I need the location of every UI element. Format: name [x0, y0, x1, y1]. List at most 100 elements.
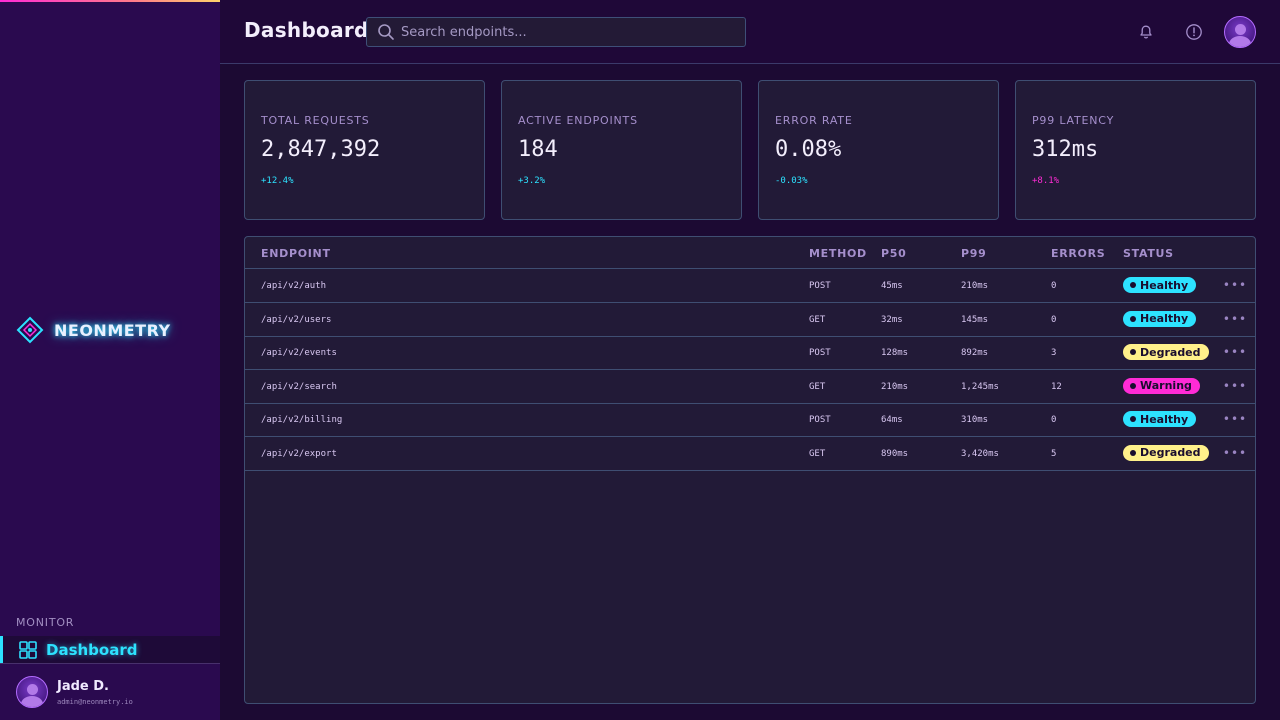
nav-section-label: MONITOR — [16, 616, 75, 629]
cell-p99: 1,245ms — [961, 381, 999, 392]
cell-p50: 128ms — [881, 348, 909, 358]
table-row[interactable]: /api/v2/billing POST 64ms 310ms 0 Healthy ••• — [245, 403, 1255, 437]
status-badge: Warning — [1123, 377, 1200, 394]
cell-method: GET — [809, 381, 826, 392]
kpi-label: P99 LATENCY — [1032, 114, 1115, 127]
cell-endpoint: /api/v2/export — [261, 448, 337, 459]
kpi-delta: +3.2% — [518, 176, 546, 186]
status-badge: Healthy — [1123, 310, 1197, 327]
search-input[interactable] — [401, 24, 745, 40]
kpi-card-total-requests: TOTAL REQUESTS 2,847,392 +12.4% — [244, 80, 485, 220]
status-label: Healthy — [1140, 278, 1189, 292]
kpi-value: 184 — [518, 137, 558, 162]
more-horizontal-icon[interactable]: ••• — [1222, 311, 1248, 326]
kpi-value: 0.08% — [775, 137, 842, 162]
column-header-endpoint[interactable]: ENDPOINT — [261, 247, 331, 260]
bell-icon — [1140, 25, 1152, 39]
status-label: Healthy — [1140, 412, 1189, 426]
cell-method: POST — [809, 415, 831, 425]
user-card[interactable]: Jade D. admin@neonmetry.io — [0, 663, 220, 720]
info-button[interactable] — [1184, 22, 1204, 42]
page-title: Dashboard — [244, 18, 369, 42]
cell-method: POST — [809, 281, 831, 291]
brand-logo[interactable]: NEONMETRY — [16, 316, 171, 344]
profile-avatar-button[interactable] — [1224, 16, 1256, 48]
search-icon — [378, 24, 394, 40]
status-badge: Healthy — [1123, 411, 1197, 427]
cell-method: GET — [809, 448, 826, 459]
sidebar-item-label: Dashboard — [46, 641, 138, 659]
brand-name: NEONMETRY — [54, 320, 171, 340]
more-horizontal-icon[interactable]: ••• — [1222, 278, 1248, 292]
table-row[interactable]: /api/v2/auth POST 45ms 210ms 0 Healthy ••• — [245, 269, 1255, 303]
cell-errors: 0 — [1051, 314, 1057, 325]
column-header-p50[interactable]: P50 — [881, 247, 907, 260]
avatar — [16, 676, 48, 708]
status-dot-icon — [1130, 416, 1136, 422]
kpi-delta: +8.1% — [1032, 176, 1060, 186]
status-label: Healthy — [1140, 312, 1189, 325]
table-row[interactable]: /api/v2/events POST 128ms 892ms 3 Degraded ••• — [245, 336, 1255, 370]
cell-method: POST — [809, 348, 831, 358]
notifications-button[interactable] — [1136, 22, 1156, 42]
cell-endpoint: /api/v2/billing — [261, 415, 343, 425]
column-header-p99[interactable]: P99 — [961, 247, 987, 260]
cell-errors: 12 — [1051, 381, 1062, 392]
more-horizontal-icon[interactable]: ••• — [1222, 412, 1248, 426]
table-row[interactable]: /api/v2/export GET 890ms 3,420ms 5 Degraded ••… — [245, 437, 1255, 471]
cell-errors: 0 — [1051, 281, 1057, 291]
kpi-delta: +12.4% — [261, 176, 294, 186]
more-horizontal-icon[interactable]: ••• — [1222, 378, 1248, 393]
kpi-value: 2,847,392 — [261, 137, 381, 162]
column-header-method[interactable]: METHOD — [809, 247, 867, 260]
kpi-card-active-endpoints: ACTIVE ENDPOINTS 184 +3.2% — [501, 80, 742, 220]
cell-endpoint: /api/v2/auth — [261, 281, 327, 291]
kpi-delta: -0.03% — [775, 176, 808, 186]
table-row[interactable]: /api/v2/users GET 32ms 145ms 0 Healthy ••• — [245, 303, 1255, 337]
cell-errors: 5 — [1051, 448, 1057, 459]
cell-p99: 310ms — [961, 415, 989, 425]
sidebar-item-dashboard[interactable]: Dashboard — [0, 636, 220, 664]
info-icon — [1186, 24, 1202, 40]
user-name: Jade D. — [57, 678, 109, 694]
kpi-label: ERROR RATE — [775, 114, 853, 127]
top-header: Dashboard — [220, 0, 1280, 64]
status-dot-icon — [1130, 315, 1136, 322]
column-header-status[interactable]: STATUS — [1123, 247, 1174, 260]
cell-p99: 892ms — [961, 348, 989, 358]
cell-p99: 210ms — [961, 281, 989, 291]
cell-errors: 0 — [1051, 415, 1057, 425]
cell-p50: 890ms — [881, 448, 909, 459]
kpi-label: TOTAL REQUESTS — [261, 114, 370, 127]
status-badge: Degraded — [1123, 444, 1209, 461]
status-dot-icon — [1130, 449, 1136, 456]
status-label: Degraded — [1140, 345, 1201, 359]
status-label: Warning — [1140, 379, 1192, 392]
status-dot-icon — [1130, 282, 1136, 288]
table-row[interactable]: /api/v2/search GET 210ms 1,245ms 12 Warning ••… — [245, 370, 1255, 404]
cell-p50: 210ms — [881, 381, 909, 392]
kpi-label: ACTIVE ENDPOINTS — [518, 114, 638, 127]
cell-method: GET — [809, 314, 826, 325]
cell-endpoint: /api/v2/events — [261, 348, 337, 358]
sidebar: NEONMETRY MONITOR Dashboard Jade D. admi… — [0, 0, 220, 720]
cell-p99: 3,420ms — [961, 448, 999, 459]
status-badge: Degraded — [1123, 344, 1209, 360]
more-horizontal-icon[interactable]: ••• — [1222, 445, 1248, 460]
status-label: Degraded — [1140, 446, 1201, 459]
cell-endpoint: /api/v2/users — [261, 314, 332, 325]
kpi-card-error-rate: ERROR RATE 0.08% -0.03% — [758, 80, 999, 220]
table-header: ENDPOINT METHOD P50 P99 ERRORS STATUS — [245, 237, 1255, 269]
status-badge: Healthy — [1123, 277, 1197, 293]
cell-p50: 32ms — [881, 314, 903, 325]
search-box[interactable] — [366, 17, 746, 47]
status-dot-icon — [1130, 382, 1136, 389]
endpoints-table: ENDPOINT METHOD P50 P99 ERRORS STATUS /a… — [244, 236, 1256, 704]
more-horizontal-icon[interactable]: ••• — [1222, 345, 1248, 359]
column-header-errors[interactable]: ERRORS — [1051, 247, 1106, 260]
kpi-value: 312ms — [1032, 137, 1099, 162]
cell-p50: 64ms — [881, 415, 903, 425]
user-email: admin@neonmetry.io — [57, 697, 133, 706]
status-dot-icon — [1130, 349, 1136, 355]
cell-p99: 145ms — [961, 314, 989, 325]
